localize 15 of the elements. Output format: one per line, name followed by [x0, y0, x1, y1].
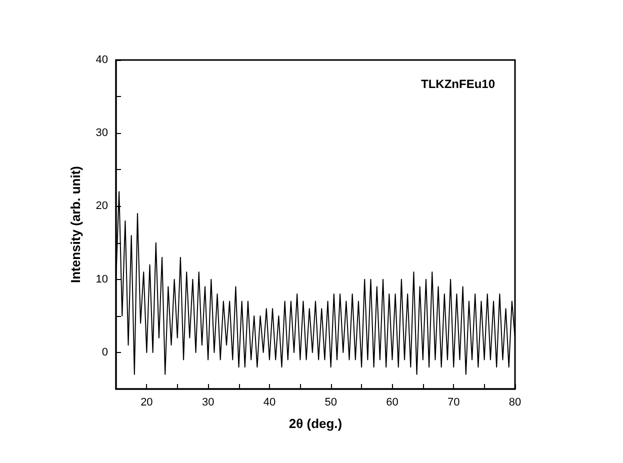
- y-tick-label: 30: [96, 127, 108, 140]
- x-tick-label: 50: [324, 396, 337, 408]
- x-tick-label: 40: [263, 396, 276, 408]
- y-axis-title: Intensity (arb. unit): [68, 166, 83, 283]
- x-tick-label: 20: [140, 396, 153, 408]
- y-tick-label: 10: [96, 273, 108, 286]
- x-tick-label: 30: [202, 396, 214, 408]
- y-tick-label: 0: [102, 346, 108, 358]
- y-tick-label: 40: [96, 54, 108, 66]
- x-axis-title: 2θ (deg.): [288, 416, 342, 431]
- x-tick-label: 60: [386, 396, 398, 408]
- annotation: TLKZnFEu10: [421, 77, 496, 91]
- x-tick-label: 70: [447, 396, 460, 408]
- x-tick-label: 80: [508, 396, 522, 408]
- y-tick-label: 20: [96, 200, 108, 212]
